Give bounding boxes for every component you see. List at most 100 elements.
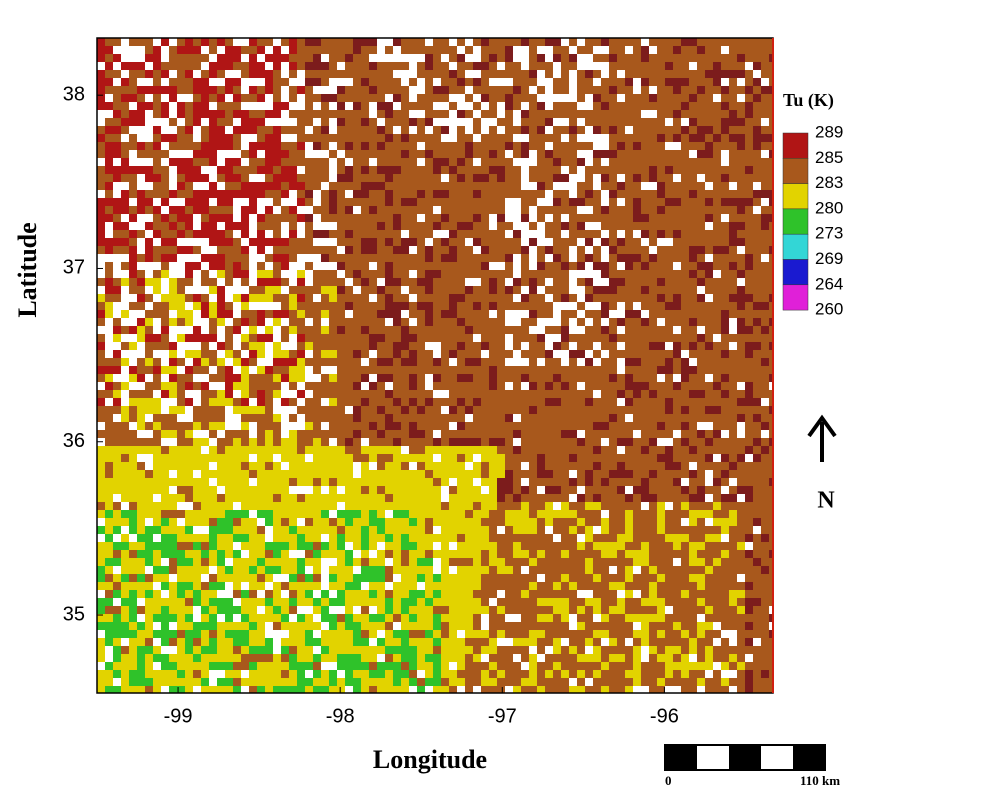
map-pixel [193,438,201,446]
map-pixel [537,94,545,102]
map-pixel [121,278,129,286]
map-pixel [521,342,529,350]
map-pixel [737,278,745,286]
map-pixel [289,110,297,118]
map-pixel [609,118,617,126]
map-pixel [257,142,265,150]
map-pixel [353,134,361,142]
map-pixel [665,462,673,470]
map-pixel [329,150,337,158]
map-pixel [449,350,457,358]
map-pixel [713,78,721,86]
map-pixel [417,502,425,510]
map-pixel [329,454,337,462]
map-pixel [625,142,633,150]
map-pixel [401,294,409,302]
map-pixel [577,198,585,206]
map-pixel [137,246,145,254]
map-pixel [281,382,289,390]
map-pixel [401,190,409,198]
map-pixel [529,430,537,438]
map-pixel [465,198,473,206]
map-pixel [713,246,721,254]
map-pixel [729,382,737,390]
map-pixel [401,318,409,326]
map-pixel [153,430,161,438]
map-pixel [489,206,497,214]
map-pixel [321,294,329,302]
map-pixel [465,302,473,310]
map-pixel [201,462,209,470]
map-pixel [345,326,353,334]
map-pixel [105,262,113,270]
map-pixel [585,94,593,102]
map-pixel [529,390,537,398]
map-pixel [369,254,377,262]
map-pixel [113,38,121,46]
map-pixel [201,286,209,294]
map-pixel [553,166,561,174]
map-pixel [609,430,617,438]
map-pixel [201,342,209,350]
map-pixel [513,422,521,430]
map-pixel [201,374,209,382]
map-pixel [537,150,545,158]
map-pixel [305,302,313,310]
map-pixel [465,254,473,262]
map-pixel [665,254,673,262]
map-pixel [129,270,137,278]
map-pixel [633,238,641,246]
map-pixel [193,142,201,150]
map-pixel [729,390,737,398]
map-pixel [137,326,145,334]
map-pixel [617,430,625,438]
map-pixel [665,214,673,222]
map-pixel [329,334,337,342]
map-pixel [185,238,193,246]
map-pixel [297,126,305,134]
map-pixel [657,278,665,286]
map-pixel [545,318,553,326]
map-pixel [697,214,705,222]
map-pixel [369,422,377,430]
map-pixel [233,454,241,462]
map-pixel [409,398,417,406]
map-pixel [481,262,489,270]
map-pixel [433,406,441,414]
map-pixel [737,438,745,446]
map-pixel [569,262,577,270]
map-pixel [641,278,649,286]
map-pixel [489,326,497,334]
map-pixel [361,414,369,422]
map-pixel [217,270,225,278]
map-pixel [97,206,105,214]
map-pixel [577,46,585,54]
map-pixel [273,86,281,94]
map-pixel [601,198,609,206]
map-pixel [201,38,209,46]
map-pixel [417,78,425,86]
map-pixel [97,302,105,310]
map-pixel [137,390,145,398]
map-pixel [545,478,553,486]
map-pixel [169,470,177,478]
map-pixel [337,214,345,222]
map-pixel [185,46,193,54]
map-pixel [441,230,449,238]
map-pixel [585,390,593,398]
map-pixel [713,238,721,246]
map-pixel [353,494,361,502]
map-pixel [169,254,177,262]
map-pixel [201,190,209,198]
map-pixel [385,502,393,510]
map-pixel [217,310,225,318]
map-pixel [681,342,689,350]
map-pixel [577,134,585,142]
map-pixel [737,54,745,62]
map-pixel [281,86,289,94]
map-pixel [137,310,145,318]
map-pixel [449,398,457,406]
map-pixel [161,46,169,54]
map-pixel [225,182,233,190]
map-pixel [305,238,313,246]
